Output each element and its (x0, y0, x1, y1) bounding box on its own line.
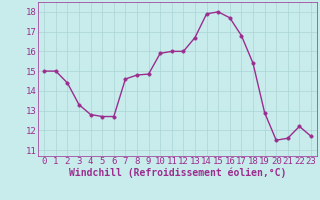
X-axis label: Windchill (Refroidissement éolien,°C): Windchill (Refroidissement éolien,°C) (69, 168, 286, 178)
